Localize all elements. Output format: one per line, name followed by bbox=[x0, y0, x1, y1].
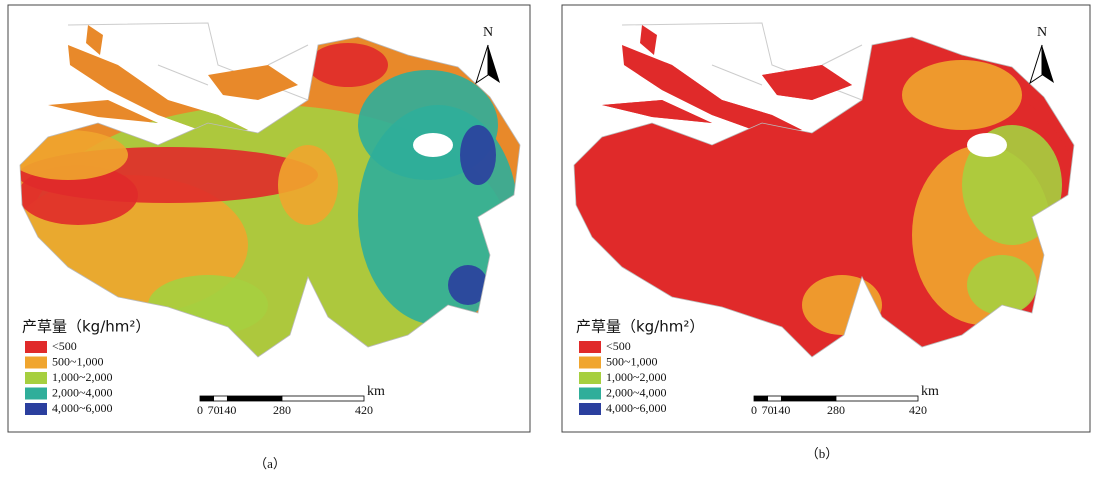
legend-title: 产草量（kg/hm²） bbox=[576, 318, 704, 336]
map-region bbox=[308, 43, 388, 87]
scale-segment bbox=[214, 396, 228, 401]
scale-tick-label: 0 bbox=[751, 403, 757, 417]
scale-unit: km bbox=[921, 384, 939, 399]
scale-segment bbox=[781, 396, 836, 401]
panel-caption: （b） bbox=[806, 446, 839, 461]
scale-tick-label: 420 bbox=[909, 403, 927, 417]
legend-swatch bbox=[25, 341, 47, 353]
legend-label: <500 bbox=[52, 339, 77, 353]
map-region bbox=[278, 145, 338, 225]
legend-swatch bbox=[579, 372, 601, 384]
scale-segment bbox=[836, 396, 918, 401]
scale-unit: km bbox=[367, 384, 385, 399]
legend-label: 2,000~4,000 bbox=[606, 385, 667, 399]
legend-label: 2,000~4,000 bbox=[52, 385, 113, 399]
scale-segment bbox=[200, 396, 214, 401]
legend-swatch bbox=[25, 357, 47, 369]
lake bbox=[413, 133, 453, 157]
scale-segment bbox=[227, 396, 282, 401]
scale-tick-label: 420 bbox=[355, 403, 373, 417]
legend-swatch bbox=[25, 372, 47, 384]
scale-tick-label: 280 bbox=[273, 403, 291, 417]
legend-label: 500~1,000 bbox=[606, 354, 658, 368]
figure: N产草量（kg/hm²）<500500~1,0001,000~2,0002,00… bbox=[0, 0, 1096, 478]
north-label: N bbox=[1037, 25, 1047, 40]
scale-segment bbox=[768, 396, 782, 401]
legend-label: 1,000~2,000 bbox=[52, 370, 113, 384]
panel-caption: （a） bbox=[254, 456, 286, 471]
lake bbox=[967, 133, 1007, 157]
legend-label: 4,000~6,000 bbox=[52, 401, 113, 415]
legend-label: 4,000~6,000 bbox=[606, 401, 667, 415]
legend-swatch bbox=[579, 403, 601, 415]
north-label: N bbox=[483, 25, 493, 40]
scale-segment bbox=[754, 396, 768, 401]
legend-label: <500 bbox=[606, 339, 631, 353]
map-region bbox=[460, 125, 496, 185]
scale-segment bbox=[282, 396, 364, 401]
scale-tick-label: 140 bbox=[218, 403, 236, 417]
legend-swatch bbox=[579, 388, 601, 400]
scale-tick-label: 140 bbox=[772, 403, 790, 417]
legend-swatch bbox=[579, 341, 601, 353]
scale-tick-label: 280 bbox=[827, 403, 845, 417]
map-region bbox=[902, 60, 1022, 130]
legend-label: 1,000~2,000 bbox=[606, 370, 667, 384]
scale-tick-label: 0 bbox=[197, 403, 203, 417]
legend-swatch bbox=[25, 388, 47, 400]
legend-swatch bbox=[25, 403, 47, 415]
legend-title: 产草量（kg/hm²） bbox=[22, 318, 150, 336]
legend-label: 500~1,000 bbox=[52, 354, 104, 368]
legend-swatch bbox=[579, 357, 601, 369]
